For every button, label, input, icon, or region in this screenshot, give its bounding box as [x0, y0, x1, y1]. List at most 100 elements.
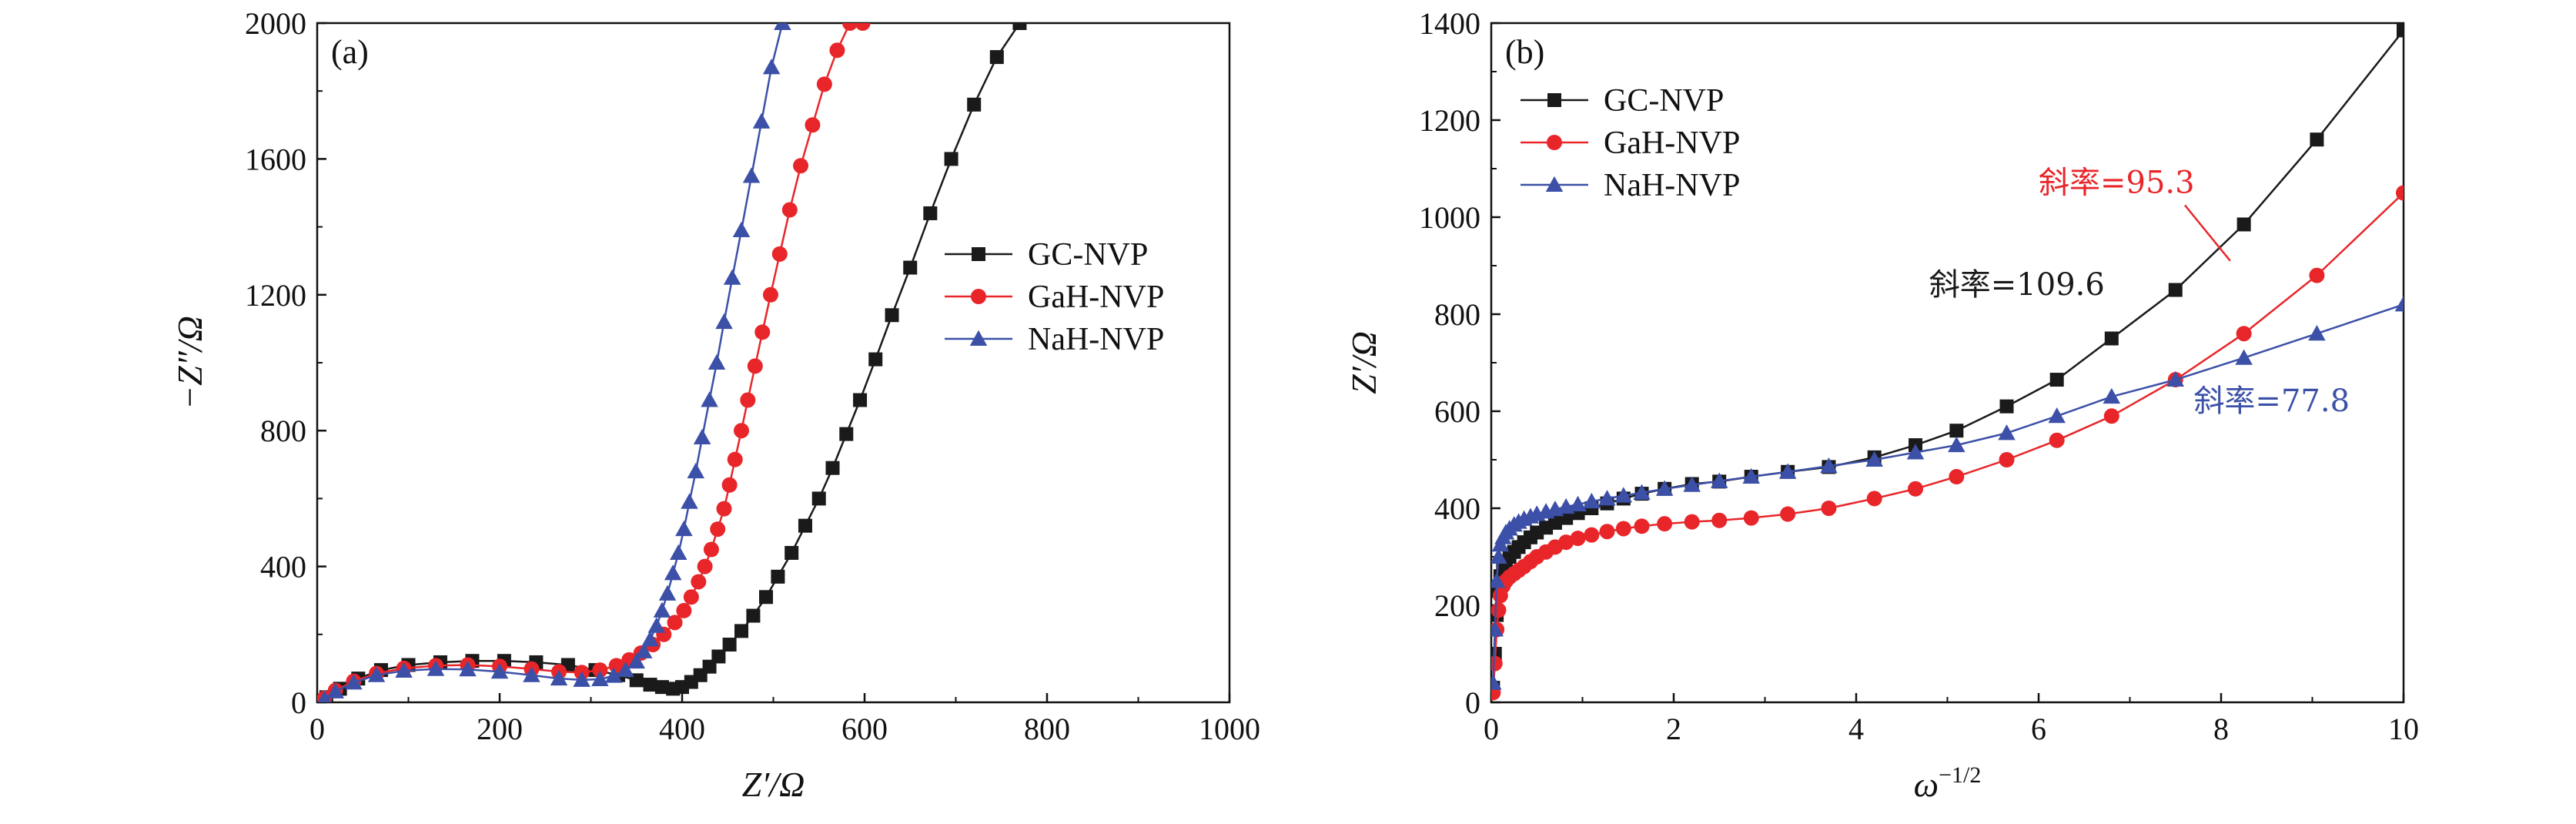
series-layer: [1491, 23, 2404, 701]
data-point-nah-nvp: [670, 544, 687, 560]
data-point-nah-nvp: [732, 221, 751, 238]
data-point-nah-nvp: [604, 667, 623, 683]
data-point-gc-nvp: [643, 678, 657, 692]
data-point-gc-nvp: [2168, 283, 2183, 297]
data-point-gc-nvp: [811, 491, 826, 506]
data-point-nah-nvp: [708, 353, 726, 370]
data-point-nah-nvp: [2308, 324, 2326, 341]
panel-label: (a): [331, 33, 369, 71]
y-tick-label: 2000: [245, 6, 306, 41]
data-point-nah-nvp: [1683, 476, 1701, 492]
panel-label: (b): [1505, 33, 1544, 71]
data-point-gah-nvp: [771, 246, 788, 262]
data-point-gc-nvp: [967, 97, 982, 112]
data-point-gah-nvp: [1908, 481, 1924, 497]
data-point-nah-nvp: [2103, 387, 2121, 404]
data-point-gc-nvp: [2236, 217, 2251, 232]
data-point-nah-nvp: [573, 671, 590, 687]
data-point-gc-nvp: [798, 518, 812, 533]
data-point-nah-nvp: [1491, 674, 1502, 690]
y-tick-label: 200: [1434, 588, 1480, 623]
data-point-nah-nvp: [675, 520, 693, 537]
data-point-nah-nvp: [762, 59, 781, 75]
legend-marker: [971, 289, 986, 304]
x-tick-label: 600: [841, 712, 888, 746]
data-point-nah-nvp: [1583, 492, 1601, 509]
data-point-gc-nvp: [785, 545, 799, 560]
data-point-nah-nvp: [1778, 463, 1797, 479]
data-point-gc-nvp: [989, 50, 1004, 65]
data-point-gah-nvp: [716, 501, 732, 517]
data-point-gah-nvp: [667, 615, 683, 631]
data-point-nah-nvp: [1491, 548, 1507, 564]
data-point-gah-nvp: [2103, 408, 2119, 424]
data-point-nah-nvp: [1491, 621, 1504, 637]
data-point-gah-nvp: [1657, 516, 1673, 532]
data-point-nah-nvp: [326, 682, 344, 698]
data-point-gc-nvp: [746, 608, 761, 623]
x-tick-label: 200: [477, 712, 523, 746]
data-point-gah-nvp: [1491, 655, 1503, 672]
data-point-gah-nvp: [1999, 452, 2015, 467]
data-point-nah-nvp: [617, 661, 634, 678]
data-point-gah-nvp: [1949, 469, 1965, 485]
data-point-gc-nvp: [885, 308, 899, 323]
data-point-nah-nvp: [1742, 467, 1760, 484]
data-point-nah-nvp: [742, 167, 761, 183]
data-point-gc-nvp: [711, 649, 726, 664]
data-point-nah-nvp: [1998, 424, 2016, 440]
data-point-gah-nvp: [1615, 521, 1631, 537]
data-point-gc-nvp: [654, 680, 669, 695]
data-point-nah-nvp: [693, 428, 711, 445]
data-point-gah-nvp: [676, 602, 692, 618]
data-point-nah-nvp: [664, 564, 682, 581]
data-point-gc-nvp: [1012, 23, 1027, 30]
data-point-gah-nvp: [2236, 326, 2252, 342]
data-point-nah-nvp: [1633, 484, 1651, 500]
x-tick-label: 8: [2213, 712, 2229, 746]
x-axis-label: ω−1/2: [1914, 762, 1982, 804]
data-point-gah-nvp: [592, 662, 608, 678]
series-line-nah-nvp: [1492, 303, 2404, 683]
data-point-gc-nvp: [1949, 424, 1964, 438]
data-point-gah-nvp: [842, 23, 858, 31]
data-point-nah-nvp: [641, 631, 659, 647]
data-point-gah-nvp: [1558, 534, 1574, 551]
data-point-gah-nvp: [703, 541, 719, 558]
x-tick-label: 0: [309, 712, 325, 746]
data-point-gah-nvp: [1599, 524, 1615, 540]
data-point-gc-nvp: [825, 461, 840, 475]
data-point-nah-nvp: [1711, 472, 1728, 488]
legend-label: NaH-NVP: [1604, 168, 1740, 203]
data-point-gah-nvp: [747, 358, 763, 374]
legend-label: GC-NVP: [1028, 237, 1148, 273]
y-tick-label: 1600: [245, 142, 306, 176]
data-point-gc-nvp: [1547, 515, 1562, 530]
data-point-gah-nvp: [1711, 512, 1728, 528]
data-point-nah-nvp: [1906, 444, 1925, 460]
data-point-gah-nvp: [691, 574, 707, 590]
y-tick-label: 0: [1465, 685, 1480, 720]
x-tick-label: 400: [659, 712, 705, 746]
data-point-gc-nvp: [2397, 23, 2404, 38]
data-point-gah-nvp: [793, 158, 809, 174]
legend-marker: [1547, 93, 1561, 107]
data-point-nah-nvp: [1820, 457, 1838, 474]
data-point-gc-nvp: [2049, 373, 2064, 387]
panel-a: 0 200 400 600 800 1000 0 400 800 1200 1600 2000 Z′/Ω…: [170, 6, 1260, 804]
data-point-nah-nvp: [2166, 370, 2184, 387]
data-point-gah-nvp: [2049, 432, 2065, 448]
y-tick-label: 400: [1434, 491, 1480, 526]
y-tick-label: 0: [291, 685, 306, 720]
plot-frame: [316, 22, 1231, 704]
data-point-nah-nvp: [490, 663, 509, 679]
data-point-nah-nvp: [591, 670, 609, 687]
data-point-gah-nvp: [1866, 491, 1882, 507]
legend: GC-NVP GaH-NVP NaH-NVP: [1521, 83, 1740, 203]
data-point-gah-nvp: [734, 423, 750, 439]
legend-label: GaH-NVP: [1028, 280, 1164, 315]
data-point-gah-nvp: [1634, 518, 1650, 534]
data-point-nah-nvp: [317, 690, 332, 702]
data-point-gah-nvp: [855, 23, 871, 31]
data-point-gah-nvp: [697, 558, 713, 574]
